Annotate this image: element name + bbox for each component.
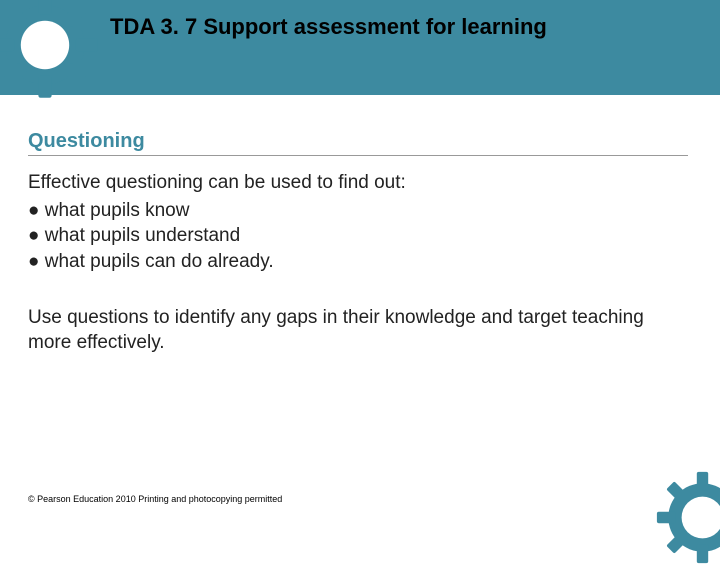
section-title: Questioning — [28, 130, 688, 156]
list-item: what pupils understand — [28, 223, 688, 249]
closing-text: Use questions to identify any gaps in th… — [28, 305, 688, 356]
page-title: TDA 3. 7 Support assessment for learning — [110, 14, 547, 40]
footer-text: © Pearson Education 2010 Printing and ph… — [28, 494, 282, 504]
list-item: what pupils know — [28, 198, 688, 224]
bullet-list: what pupils know what pupils understand … — [28, 198, 688, 275]
body-content: Effective questioning can be used to fin… — [28, 170, 688, 356]
gear-icon — [655, 470, 720, 570]
intro-text: Effective questioning can be used to fin… — [28, 170, 688, 196]
list-item: what pupils can do already. — [28, 249, 688, 275]
gear-icon — [0, 0, 100, 105]
